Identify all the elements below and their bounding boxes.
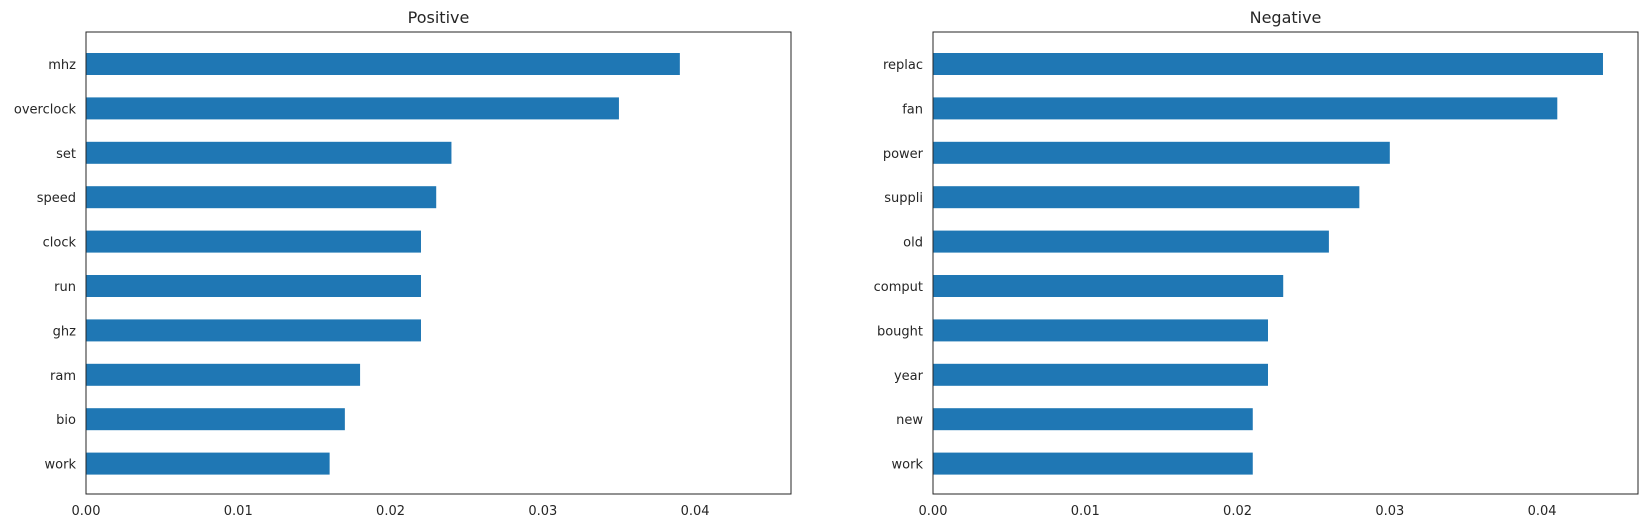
y-tick-label: old (903, 236, 923, 251)
x-tick-label: 0.01 (1071, 504, 1100, 519)
bar-work (933, 452, 1253, 475)
y-tick-label: fan (902, 102, 923, 117)
plot-frame (85, 31, 792, 495)
x-tick-label: 0.01 (224, 504, 253, 519)
bar-ghz (86, 319, 421, 342)
bar-replac (933, 53, 1603, 75)
chart-title: Positive (408, 8, 470, 27)
bar-overclock (86, 97, 619, 120)
x-tick-label: 0.00 (919, 504, 948, 519)
bar-year (933, 363, 1268, 386)
x-tick-label: 0.00 (72, 504, 101, 519)
bar-work (86, 452, 330, 475)
bar-speed (86, 186, 437, 209)
y-tick-label: mhz (48, 58, 76, 73)
bar-new (933, 408, 1253, 431)
y-tick-label: bought (877, 324, 923, 339)
y-tick-label: work (45, 458, 77, 473)
y-tick-label: year (894, 369, 924, 384)
bar-bio (86, 408, 345, 431)
plot-frame (932, 31, 1639, 495)
bar-suppli (933, 186, 1360, 209)
y-tick-label: set (56, 147, 76, 162)
x-tick-label: 0.03 (528, 504, 557, 519)
y-tick-label: replac (883, 58, 923, 73)
y-tick-label: new (896, 413, 923, 428)
bar-fan (933, 97, 1558, 120)
x-tick-label: 0.04 (681, 504, 710, 519)
y-tick-label: clock (43, 236, 77, 251)
chart-title: Negative (1250, 8, 1322, 27)
x-tick-label: 0.03 (1375, 504, 1404, 519)
bar-clock (86, 230, 421, 253)
y-tick-label: ram (50, 369, 76, 384)
bar-set (86, 141, 452, 164)
x-tick-label: 0.02 (376, 504, 405, 519)
bar-bought (933, 319, 1268, 342)
y-tick-label: work (892, 458, 924, 473)
y-tick-label: ghz (53, 324, 76, 339)
y-tick-label: comput (874, 280, 923, 295)
y-tick-label: overclock (14, 102, 77, 117)
y-tick-label: power (883, 147, 924, 162)
bar-comput (933, 275, 1284, 297)
bar-ram (86, 363, 361, 386)
bar-power (933, 141, 1390, 164)
bar-run (86, 275, 421, 297)
y-tick-label: suppli (884, 191, 923, 206)
y-tick-label: speed (37, 191, 76, 206)
bar-old (933, 230, 1329, 253)
x-tick-label: 0.04 (1528, 504, 1557, 519)
bar-mhz (86, 53, 680, 75)
y-tick-label: run (54, 280, 76, 295)
y-tick-label: bio (56, 413, 76, 428)
x-tick-label: 0.02 (1223, 504, 1252, 519)
